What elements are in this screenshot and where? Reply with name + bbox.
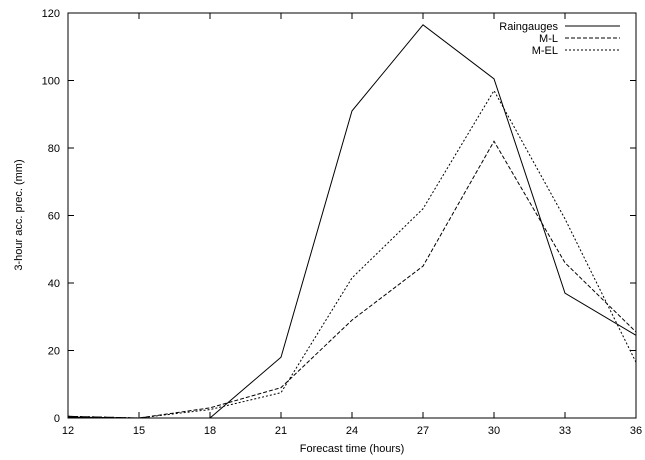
x-tick-label: 18 bbox=[204, 425, 216, 437]
x-tick-label: 12 bbox=[62, 425, 74, 437]
x-tick-label: 27 bbox=[417, 425, 429, 437]
legend-label: Raingauges bbox=[499, 21, 558, 33]
plot-frame bbox=[67, 12, 637, 419]
x-tick-label: 33 bbox=[559, 425, 571, 437]
x-tick-label: 36 bbox=[630, 425, 642, 437]
axis-ticks: 12 15 18 21 24 27 30 33 36 0 20 40 60 80 100 120 bbox=[42, 8, 642, 437]
y-axis-label: 3-hour acc. prec. (mm) bbox=[13, 159, 25, 270]
x-tick-label: 30 bbox=[488, 425, 500, 437]
y-tick-label: 120 bbox=[42, 8, 60, 20]
y-tick-label: 100 bbox=[42, 76, 60, 88]
y-tick-label: 0 bbox=[54, 413, 60, 425]
series-layer bbox=[67, 24, 637, 419]
legend-label: M-EL bbox=[532, 45, 558, 57]
series-line-m-l bbox=[67, 140, 637, 419]
x-tick-label: 24 bbox=[346, 425, 358, 437]
y-tick-label: 80 bbox=[48, 143, 60, 155]
x-axis-label: Forecast time (hours) bbox=[300, 443, 405, 455]
series-line-raingauges bbox=[67, 24, 637, 419]
y-tick-label: 20 bbox=[48, 346, 60, 358]
series-line-m-el bbox=[67, 89, 637, 419]
legend-label: M-L bbox=[539, 33, 558, 45]
x-tick-label: 21 bbox=[275, 425, 287, 437]
y-tick-label: 40 bbox=[48, 278, 60, 290]
y-tick-label: 60 bbox=[48, 211, 60, 223]
x-tick-label: 15 bbox=[133, 425, 145, 437]
